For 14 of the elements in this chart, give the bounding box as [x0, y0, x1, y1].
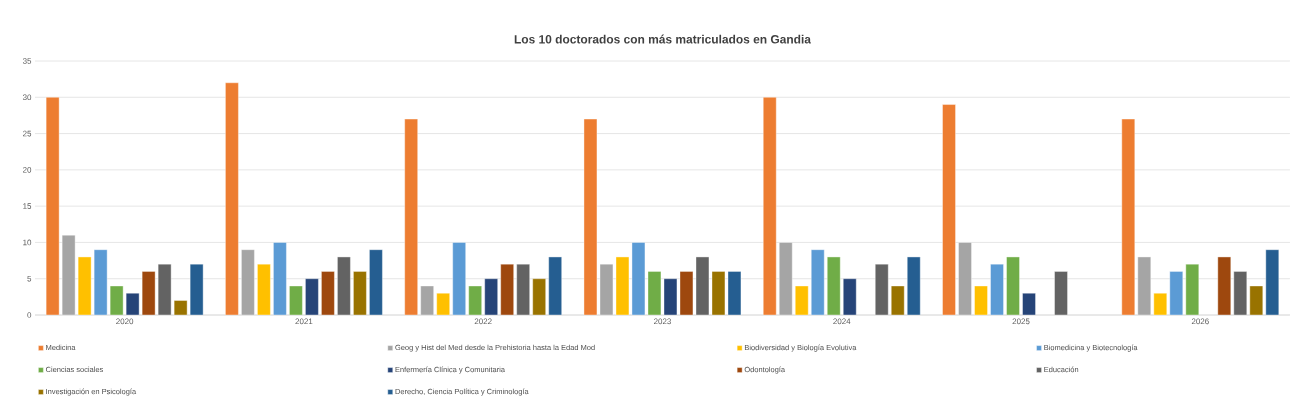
bar — [241, 249, 255, 315]
bar — [273, 242, 287, 315]
bar — [763, 97, 777, 315]
bar — [1265, 249, 1279, 315]
bar — [811, 249, 825, 315]
bar — [942, 104, 956, 315]
bar — [404, 118, 418, 315]
bar — [452, 242, 466, 315]
bar — [369, 249, 383, 315]
bar — [225, 82, 239, 315]
chart-title: Los 10 doctorados con más matriculados en Gandia — [514, 34, 812, 44]
bar — [958, 242, 972, 315]
bar — [779, 242, 793, 315]
bar — [1121, 118, 1135, 315]
